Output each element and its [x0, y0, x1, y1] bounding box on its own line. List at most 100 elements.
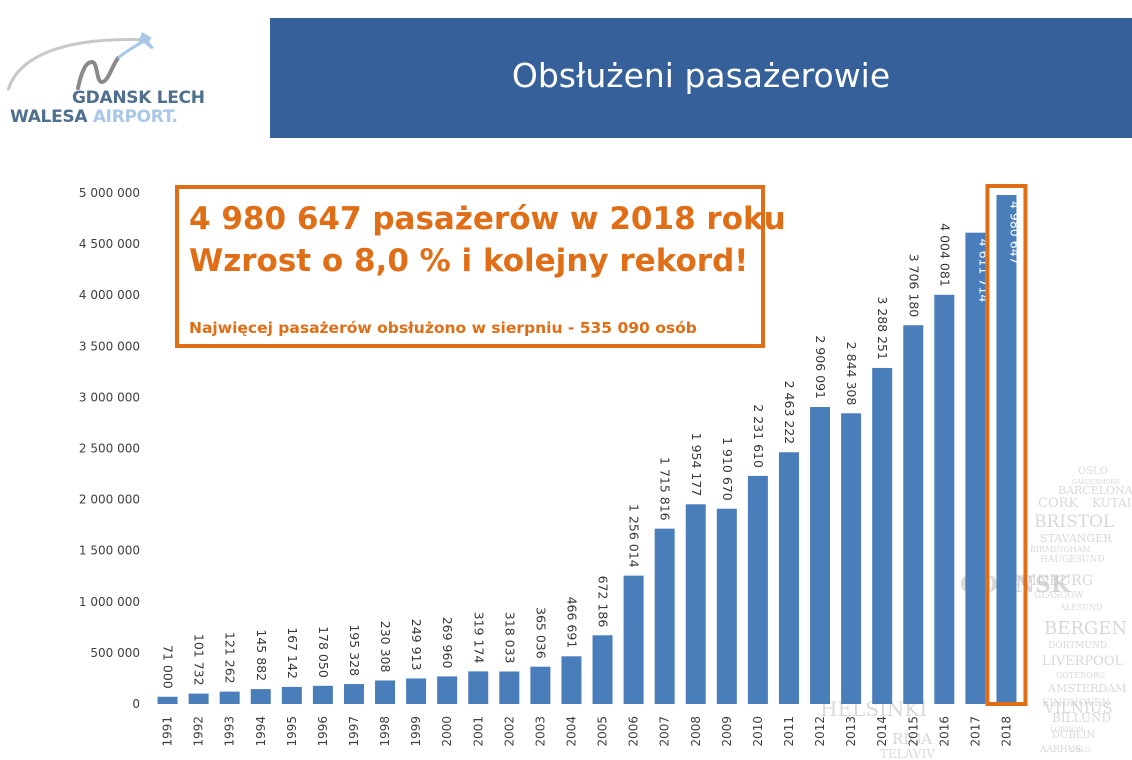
- data-label: 2 463 222: [782, 381, 797, 445]
- bar: [530, 666, 551, 704]
- bar: [157, 696, 178, 704]
- background-city-word: OSLO: [1070, 746, 1091, 754]
- bar: [872, 367, 893, 704]
- background-city-word: HAUGESUND: [1040, 555, 1105, 565]
- bar: [188, 693, 209, 704]
- data-label: 167 142: [285, 627, 300, 679]
- background-city-word: BERGEN: [1044, 618, 1127, 639]
- bar: [623, 575, 644, 704]
- x-tick-label: 2016: [937, 716, 951, 747]
- background-city-word: STAVANGER: [1040, 532, 1112, 545]
- data-label: 101 732: [192, 634, 207, 686]
- bar: [965, 232, 986, 704]
- bar: [934, 294, 955, 704]
- data-label: 365 036: [533, 607, 548, 659]
- bar: [561, 656, 582, 704]
- data-label: 249 913: [409, 619, 424, 671]
- y-tick-label: 3 000 000: [79, 390, 140, 404]
- x-tick-label: 2004: [564, 716, 578, 747]
- background-city-word: EDINBURG: [1010, 573, 1093, 589]
- background-city-word: TELAVIV: [880, 747, 935, 760]
- data-label: 466 691: [564, 597, 579, 649]
- x-tick-label: 1993: [223, 716, 237, 747]
- data-label: 4 004 081: [937, 223, 952, 287]
- data-label: 1 715 816: [658, 457, 673, 521]
- background-city-word: GARDERMOEN: [1072, 479, 1120, 486]
- x-tick-label: 2007: [658, 716, 672, 747]
- data-label: 2 231 610: [751, 404, 766, 468]
- x-tick-label: 2000: [440, 716, 454, 747]
- x-tick-label: 2017: [968, 716, 982, 747]
- bar: [716, 508, 737, 704]
- bar: [996, 194, 1017, 704]
- y-tick-label: 1 000 000: [79, 595, 140, 609]
- background-city-word: ALESUND: [1059, 603, 1103, 612]
- background-city-word: BILLUND: [1052, 711, 1111, 725]
- header-banner: Obsłużeni pasażerowie: [270, 18, 1132, 138]
- x-tick-label: 2014: [875, 716, 889, 747]
- bar: [592, 635, 613, 704]
- y-tick-label: 5 000 000: [79, 186, 140, 200]
- bar: [841, 413, 862, 704]
- bar: [747, 475, 768, 704]
- x-tick-label: 2005: [596, 716, 610, 747]
- data-label: 1 954 177: [689, 433, 704, 497]
- logo-text-line2: WALESA AIRPORT.: [10, 107, 178, 127]
- x-tick-label: 2006: [627, 716, 641, 747]
- x-tick-label: 2009: [720, 716, 734, 747]
- data-label: 672 186: [596, 576, 611, 628]
- bar: [903, 325, 924, 704]
- data-label: 145 882: [254, 629, 269, 681]
- background-city-word: DUBLIN: [1052, 730, 1095, 741]
- x-tick-label: 2002: [502, 716, 516, 747]
- data-label: 230 308: [378, 621, 393, 673]
- bar: [406, 678, 427, 704]
- x-tick-label: 2001: [471, 716, 485, 747]
- background-city-word: LIVERPOOL: [1042, 654, 1123, 669]
- x-tick-label: 1999: [409, 716, 423, 747]
- background-city-word: KUTAISI: [1092, 496, 1132, 510]
- background-city-word: AARHUS: [1039, 745, 1081, 755]
- bar: [654, 528, 675, 704]
- y-tick-label: 500 000: [90, 646, 140, 660]
- x-tick-label: 1995: [285, 716, 299, 747]
- data-label: 3 288 251: [875, 296, 890, 360]
- x-tick-label: 2010: [751, 716, 765, 747]
- bar: [343, 684, 364, 704]
- background-city-word: BIRMINGHAM: [1030, 545, 1091, 554]
- data-label: 2 906 091: [813, 335, 828, 399]
- y-tick-label: 4 500 000: [79, 237, 140, 251]
- x-tick-label: 2012: [813, 716, 827, 747]
- background-city-word: GOTEBORG: [1056, 671, 1105, 680]
- page-title: Obsłużeni pasażerowie: [511, 56, 891, 95]
- y-tick-label: 2 000 000: [79, 493, 140, 507]
- bar: [778, 452, 799, 704]
- bar: [312, 685, 333, 704]
- x-tick-label: 2003: [533, 716, 547, 747]
- bar: [281, 686, 302, 704]
- x-tick-label: 1992: [192, 716, 206, 747]
- x-tick-label: 1991: [161, 716, 175, 747]
- bar: [375, 680, 396, 704]
- y-tick-label: 0: [132, 697, 140, 711]
- data-label: 1 256 014: [627, 504, 642, 568]
- data-label: 269 960: [440, 617, 455, 669]
- bar: [437, 676, 458, 704]
- background-city-word: VILNIUS: [1043, 699, 1113, 717]
- background-city-word: GLASGOW: [1034, 591, 1084, 601]
- data-label: 178 050: [316, 626, 331, 678]
- bar: [250, 689, 271, 704]
- background-city-word: LONDON: [1050, 726, 1084, 734]
- data-label: 4 980 647: [1007, 201, 1022, 265]
- background-city-word: BARCELONA: [1058, 484, 1132, 497]
- data-label: 121 262: [223, 632, 238, 684]
- highlight-callout: 4 980 647 pasażerów w 2018 roku Wzrost o…: [175, 185, 786, 348]
- x-tick-label: 2013: [844, 716, 858, 747]
- bar: [685, 504, 706, 704]
- background-city-word: BRISTOL: [1034, 512, 1114, 532]
- x-tick-label: 1994: [254, 716, 268, 747]
- x-tick-label: 2018: [999, 716, 1013, 747]
- bar: [468, 671, 489, 704]
- x-tick-label: 1997: [347, 716, 361, 747]
